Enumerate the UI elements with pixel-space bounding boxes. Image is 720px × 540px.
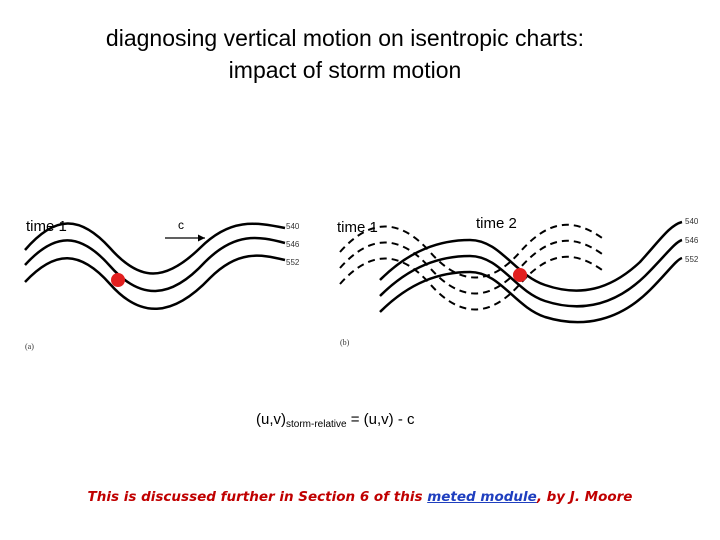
contour-540-a [24,222,286,275]
title-line-1: diagnosing vertical motion on isentropic… [105,25,585,51]
time-2-label-b: time 2 [476,215,517,232]
contour-label-552-a: 552 [286,258,300,267]
contour-540-b-time1 [339,223,606,279]
meted-module-link[interactable]: meted module [427,489,537,505]
storm-relative-formula: (u,v)storm-relative = (u,v) - c [256,411,415,430]
contour-label-546-a: 546 [286,240,300,249]
contour-546-b-time1 [339,239,606,295]
footer-prefix: This is discussed further in Section 6 o… [87,489,428,505]
slide-title: diagnosing vertical motion on isentropic… [0,22,690,86]
panel-letter-b: (b) [340,338,350,347]
time-1-label-b: time 1 [337,219,378,236]
arrow-head [198,234,205,242]
formula-lhs: (u,v) [256,411,286,428]
contour-546-a [24,236,286,293]
contour-label-540-a: 540 [286,222,300,231]
contour-546-b-time2 [379,238,683,308]
parcel-dot-a [111,273,125,287]
footer-note: This is discussed further in Section 6 o… [0,489,720,505]
contour-label-552-b: 552 [685,255,699,264]
formula-rhs: = (u,v) - c [346,411,415,428]
contour-552-a [24,254,286,310]
contour-540-b-time2 [379,220,683,292]
contour-552-b-time1 [339,255,606,311]
panel-b: 540 546 552 (b) [339,217,699,347]
footer-suffix: , by J. Moore [536,489,633,505]
contour-label-540-b: 540 [685,217,699,226]
storm-motion-label: c [178,218,184,232]
time-1-label-a: time 1 [26,218,67,235]
contour-label-546-b: 546 [685,236,699,245]
contour-552-b-time2 [379,256,683,324]
formula-subscript: storm-relative [286,419,347,430]
parcel-dot-b [513,268,527,282]
panel-letter-a: (a) [25,342,34,351]
title-line-2: impact of storm motion [228,57,462,83]
panel-a: 540 546 552 (a) [24,222,300,351]
